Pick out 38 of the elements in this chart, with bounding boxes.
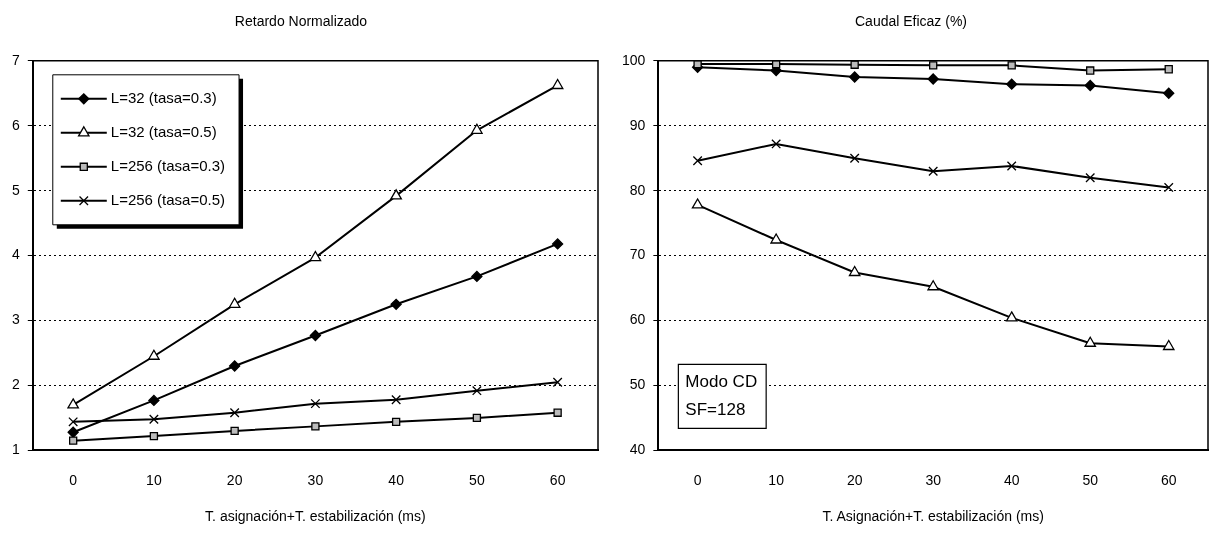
- legend-label: L=256 (tasa=0.5): [110, 190, 226, 208]
- annotation: Modo CD: [685, 372, 758, 392]
- x-tick-label: 50: [469, 471, 485, 488]
- y-tick-label: 4: [11, 246, 20, 263]
- x-tick-label: 0: [69, 471, 78, 488]
- x-tick-label: 20: [226, 471, 243, 488]
- x-tick-label: 30: [307, 471, 324, 488]
- x-tick-label: 40: [388, 471, 405, 488]
- y-tick-label: 50: [629, 376, 646, 393]
- x-axis-title: T. asignación+T. estabilización (ms): [205, 508, 426, 525]
- y-tick-label: 7: [11, 51, 20, 68]
- y-tick-label: 40: [629, 441, 646, 458]
- legend-label: L=256 (tasa=0.3): [110, 156, 226, 174]
- y-tick-label: 90: [629, 116, 646, 133]
- x-tick-label: 0: [693, 471, 702, 488]
- annotation: SF=128: [685, 400, 746, 420]
- chart-title: Caudal Eficaz (%): [854, 13, 968, 30]
- y-tick-label: 6: [11, 116, 20, 133]
- chart-title: Retardo Normalizado: [234, 13, 368, 30]
- x-tick-label: 30: [925, 471, 942, 488]
- y-tick-label: 5: [11, 181, 20, 198]
- x-tick-label: 50: [1082, 471, 1099, 488]
- x-tick-label: 40: [1003, 471, 1020, 488]
- x-tick-label: 20: [846, 471, 863, 488]
- x-tick-label: 10: [146, 471, 162, 488]
- y-tick-label: 60: [629, 311, 646, 328]
- y-tick-label: 80: [629, 181, 646, 198]
- y-tick-label: 3: [11, 311, 20, 328]
- x-tick-label: 10: [768, 471, 785, 488]
- x-tick-label: 60: [1160, 471, 1177, 488]
- y-tick-label: 2: [11, 376, 20, 393]
- legend-label: L=32 (tasa=0.3): [110, 88, 217, 106]
- y-tick-label: 1: [11, 441, 20, 458]
- y-tick-label: 100: [622, 51, 646, 68]
- x-axis-title: T. Asignación+T. estabilización (ms): [822, 508, 1044, 525]
- y-tick-label: 70: [629, 246, 646, 263]
- legend-label: L=32 (tasa=0.5): [110, 122, 217, 140]
- x-tick-label: 60: [549, 471, 566, 488]
